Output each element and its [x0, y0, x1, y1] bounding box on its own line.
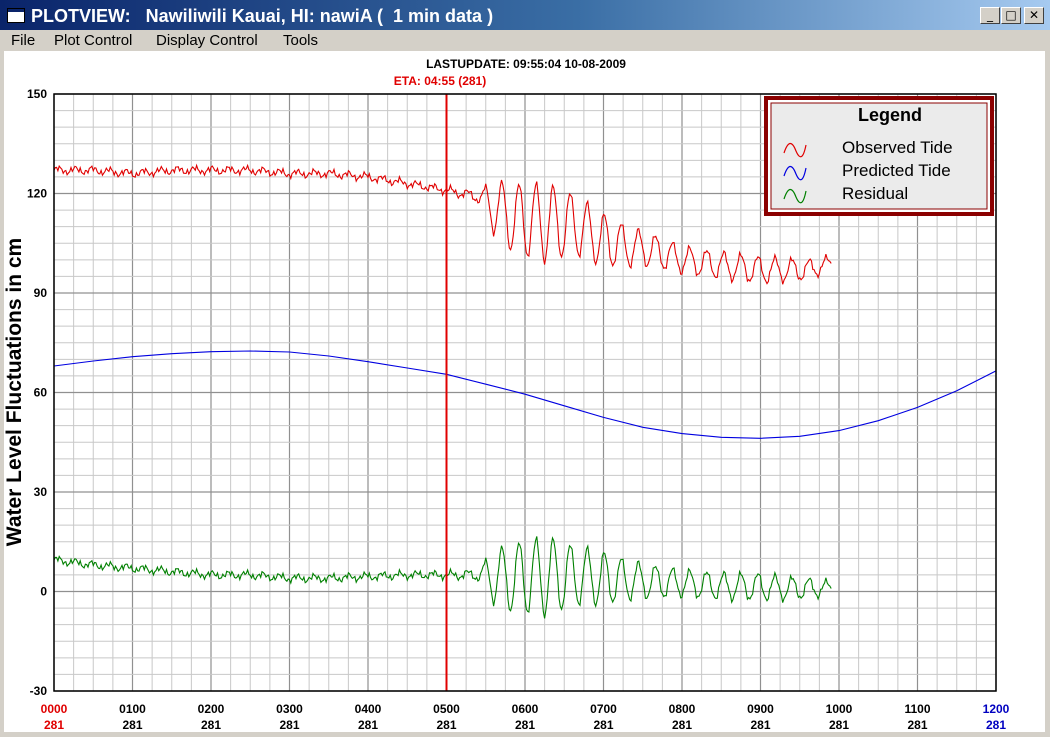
x-tick-time-label: 1000 — [826, 702, 853, 716]
x-tick-day-label: 281 — [986, 718, 1006, 732]
window-icon[interactable] — [7, 8, 25, 23]
y-tick-label: 150 — [27, 87, 47, 101]
x-tick-time-label: 0700 — [590, 702, 617, 716]
x-tick-time-label: 1100 — [904, 702, 930, 716]
y-tick-label: 120 — [27, 187, 47, 201]
y-tick-label: 60 — [34, 386, 48, 400]
x-tick-day-label: 281 — [829, 718, 849, 732]
menu-plot-control[interactable]: Plot Control — [54, 32, 133, 49]
x-tick-time-label: 0500 — [433, 702, 460, 716]
x-tick-day-label: 281 — [201, 718, 221, 732]
eta-label: ETA: 04:55 (281) — [394, 74, 486, 88]
legend-title: Legend — [858, 105, 922, 125]
menu-tools[interactable]: Tools — [283, 32, 319, 49]
window-title: PLOTVIEW: Nawiliwili Kauai, HI: nawiA ( … — [31, 6, 494, 26]
menu-file[interactable]: File — [11, 32, 36, 49]
menu-display-control[interactable]: Display Control — [156, 32, 258, 49]
y-tick-label: 30 — [34, 485, 48, 499]
y-tick-label: 0 — [40, 585, 47, 599]
x-tick-time-label: 0200 — [198, 702, 225, 716]
axes: -30 0 30 60 90 120 150 0000 281 0100 281 0200 281 030… — [27, 87, 1010, 732]
series-line-residual — [53, 536, 832, 619]
close-button[interactable]: ✕ — [1024, 7, 1044, 24]
legend-label-predicted: Predicted Tide — [842, 161, 951, 180]
legend-swatch-observed — [783, 142, 807, 158]
y-tick-label: -30 — [30, 684, 48, 698]
series-line-predicted-tide — [53, 350, 997, 439]
x-tick-time-label: 0800 — [669, 702, 696, 716]
x-tick-time-label: 1200 — [983, 702, 1010, 716]
x-tick-day-label: 281 — [750, 718, 770, 732]
x-tick-time-label: 0000 — [41, 702, 68, 716]
y-axis-label: Water Level Fluctuations in cm — [3, 238, 26, 546]
legend-label-observed: Observed Tide — [842, 138, 953, 157]
x-tick-time-label: 0600 — [512, 702, 539, 716]
title-bar: PLOTVIEW: Nawiliwili Kauai, HI: nawiA ( … — [0, 0, 1050, 30]
x-tick-day-label: 281 — [44, 718, 64, 732]
x-tick-time-label: 0400 — [355, 702, 382, 716]
minimize-button[interactable]: _ — [980, 7, 1000, 24]
x-tick-day-label: 281 — [122, 718, 142, 732]
x-tick-day-label: 281 — [358, 718, 378, 732]
x-tick-day-label: 281 — [515, 718, 535, 732]
menu-bar: File Plot Control Display Control Tools — [0, 30, 1050, 51]
x-tick-time-label: 0300 — [276, 702, 303, 716]
y-tick-label: 90 — [34, 286, 48, 300]
x-tick-time-label: 0100 — [119, 702, 146, 716]
x-tick-day-label: 281 — [672, 718, 692, 732]
maximize-button[interactable]: □ — [1001, 7, 1021, 24]
plot-frame — [53, 93, 997, 692]
series-layer — [53, 163, 997, 619]
x-tick-day-label: 281 — [907, 718, 927, 732]
x-tick-day-label: 281 — [436, 718, 456, 732]
series-line-observed-tide — [53, 163, 832, 285]
legend: Legend Observed Tide Predicted Tide Resi… — [764, 96, 994, 216]
x-tick-day-label: 281 — [593, 718, 613, 732]
legend-swatch-residual — [783, 188, 807, 204]
legend-label-residual: Residual — [842, 184, 908, 203]
legend-swatch-predicted — [783, 165, 807, 181]
last-update-label: LASTUPDATE: 09:55:04 10-08-2009 — [426, 57, 626, 71]
x-tick-day-label: 281 — [279, 718, 299, 732]
legend-body — [770, 102, 988, 210]
x-tick-time-label: 0900 — [747, 702, 774, 716]
